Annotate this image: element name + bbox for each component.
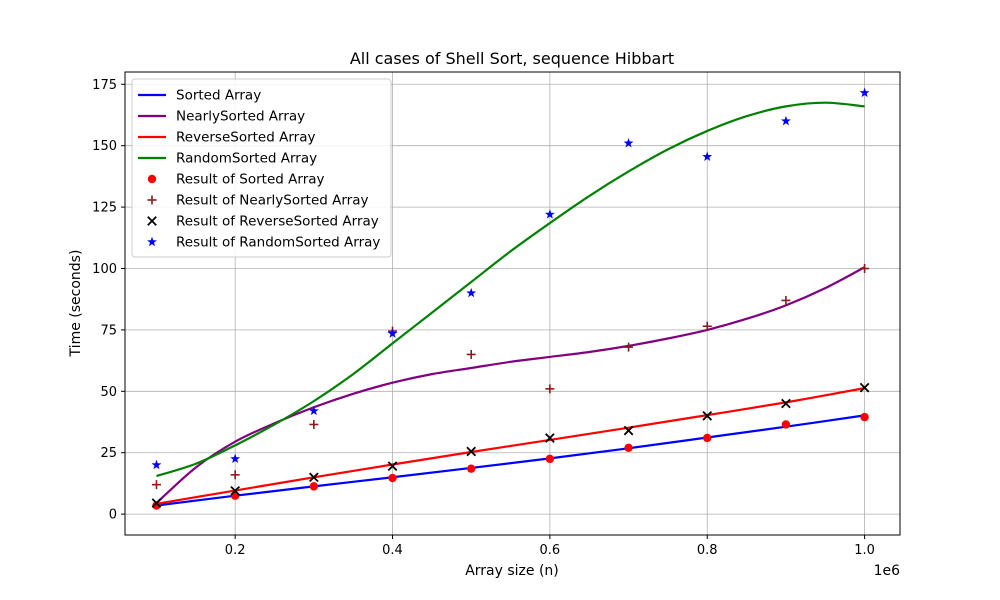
- legend-entry: NearlySorted Array: [138, 109, 305, 125]
- y-tick-label: 50: [100, 385, 117, 400]
- y-tick-label: 0: [109, 508, 117, 523]
- data-point-result-of-randomsorted-array: [308, 405, 319, 416]
- legend-label: Result of Sorted Array: [176, 172, 325, 188]
- data-point-result-of-reversesorted-array: [545, 433, 555, 443]
- y-axis-offset-label: 1e6: [874, 563, 901, 579]
- data-point-result-of-randomsorted-array: [702, 151, 713, 161]
- x-tick-label: 0.8: [697, 543, 718, 558]
- plot-area-frame: [124, 71, 901, 536]
- data-point-result-of-reversesorted-array: [859, 382, 870, 393]
- chart-title: All cases of Shell Sort, sequence Hibbar…: [350, 49, 674, 68]
- data-point-result-of-randomsorted-array: [859, 87, 870, 98]
- y-tick-label: 75: [100, 323, 117, 338]
- data-point-result-of-randomsorted-array: [387, 328, 398, 338]
- y-tick-label: 125: [92, 201, 117, 216]
- data-point-result-of-reversesorted-array: [230, 485, 240, 496]
- legend-entry: RandomSorted Array: [138, 151, 317, 167]
- data-point-result-of-nearlysorted-array: [545, 384, 555, 394]
- y-tick-label: 100: [92, 262, 117, 277]
- y-axis-label: Time (seconds): [68, 250, 84, 358]
- series-line-randomsorted-array: [156, 101, 865, 478]
- legend-entry: ReverseSorted Array: [138, 130, 315, 146]
- data-point-result-of-sorted-array: [388, 473, 397, 483]
- legend-entry: Result of RandomSorted Array: [147, 235, 380, 251]
- data-point-result-of-reversesorted-array: [308, 472, 319, 483]
- x-tick-label: 0.2: [225, 543, 246, 558]
- legend-entry: Result of Sorted Array: [147, 172, 325, 188]
- y-tick-label: 175: [92, 78, 117, 93]
- legend-label: RandomSorted Array: [176, 151, 317, 167]
- legend-entry: Sorted Array: [138, 88, 261, 104]
- legend-label: NearlySorted Array: [176, 109, 305, 125]
- legend: Sorted Array NearlySorted Array ReverseSor…: [131, 78, 392, 258]
- x-tick-label: 0.6: [540, 543, 561, 558]
- data-point-result-of-reversesorted-array: [151, 498, 162, 508]
- data-point-result-of-reversesorted-array: [623, 425, 634, 436]
- legend-box: [131, 78, 392, 258]
- data-point-result-of-nearlysorted-array: [702, 321, 712, 331]
- data-point-result-of-randomsorted-array: [151, 459, 162, 470]
- grid: [125, 72, 900, 535]
- x-tick-label: 0.4: [382, 543, 403, 558]
- legend-swatch: [147, 174, 157, 184]
- data-point-result-of-randomsorted-array: [544, 209, 555, 219]
- data-point-result-of-reversesorted-array: [702, 411, 713, 421]
- legend-label: Sorted Array: [176, 88, 261, 104]
- data-point-result-of-sorted-array: [703, 433, 712, 443]
- legend-label: Result of RandomSorted Array: [176, 235, 380, 251]
- data-point-result-of-nearlysorted-array: [860, 263, 870, 273]
- data-point-result-of-nearlysorted-array: [781, 295, 791, 305]
- data-point-result-of-nearlysorted-array: [624, 342, 634, 352]
- data-point-result-of-sorted-array: [309, 482, 319, 491]
- data-point-result-of-sorted-array: [624, 443, 633, 453]
- y-tick-label: 25: [100, 446, 117, 461]
- data-point-result-of-nearlysorted-array: [151, 480, 161, 490]
- legend-entry: Result of ReverseSorted Array: [147, 214, 379, 230]
- axis-ticks: 0.2 0.4 0.6 0.8 1.0 0 25 50 75 100 125 150 175: [92, 78, 875, 558]
- legend-label: Result of NearlySorted Array: [176, 193, 368, 209]
- series-line-reversesorted-array: [156, 387, 865, 505]
- x-tick-label: 1.0: [854, 543, 875, 558]
- legend-swatch: [147, 195, 157, 205]
- data-point-result-of-nearlysorted-array: [230, 470, 240, 480]
- data-point-result-of-sorted-array: [545, 454, 555, 464]
- y-tick-label: 150: [92, 139, 117, 154]
- data-point-result-of-nearlysorted-array: [466, 349, 476, 359]
- data-point-result-of-randomsorted-array: [230, 453, 241, 464]
- data-point-result-of-sorted-array: [860, 412, 869, 422]
- series-lines: [155, 101, 866, 507]
- legend-label: ReverseSorted Array: [176, 130, 315, 146]
- legend-entry: Result of NearlySorted Array: [147, 193, 368, 209]
- data-point-result-of-reversesorted-array: [466, 446, 477, 457]
- series-line-sorted-array: [156, 414, 865, 507]
- data-point-result-of-sorted-array: [152, 501, 161, 510]
- legend-label: Result of ReverseSorted Array: [176, 214, 379, 230]
- data-point-result-of-randomsorted-array: [466, 287, 477, 298]
- data-point-result-of-sorted-array: [781, 420, 791, 429]
- legend-swatch: [147, 216, 157, 226]
- data-point-result-of-randomsorted-array: [780, 115, 791, 126]
- data-point-result-of-sorted-array: [466, 464, 476, 473]
- data-point-result-of-reversesorted-array: [387, 461, 398, 472]
- x-axis-label: Array size (n): [465, 563, 559, 579]
- legend-swatch: [147, 236, 157, 247]
- series-markers: [151, 87, 870, 510]
- data-point-result-of-randomsorted-array: [623, 138, 634, 148]
- data-point-result-of-nearlysorted-array: [309, 419, 319, 429]
- data-point-result-of-reversesorted-array: [781, 398, 791, 409]
